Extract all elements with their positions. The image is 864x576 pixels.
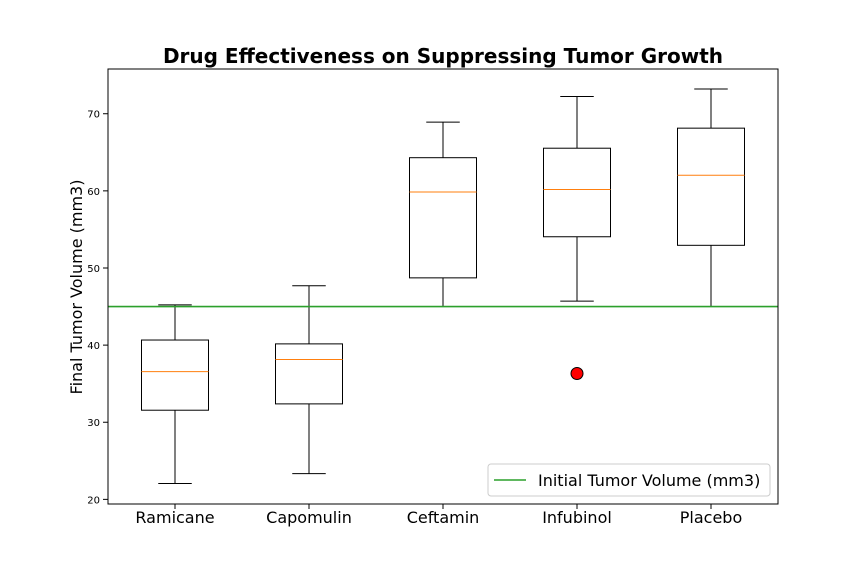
iqr-box xyxy=(543,147,611,238)
x-tick-label: Infubinol xyxy=(542,508,612,527)
chart-title: Drug Effectiveness on Suppressing Tumor … xyxy=(163,44,723,68)
y-tick-label: 50 xyxy=(87,264,100,275)
y-tick-label: 60 xyxy=(87,187,100,198)
y-tick-label: 20 xyxy=(87,495,100,506)
x-tick-label: Placebo xyxy=(680,508,742,527)
legend-box xyxy=(487,463,771,497)
iqr-box xyxy=(409,157,477,279)
axes-frame xyxy=(107,68,779,505)
legend-label: Initial Tumor Volume (mm3) xyxy=(538,471,760,490)
x-tick-label: Capomulin xyxy=(266,508,352,527)
plot-area: 20 30 40 50 60 70 Ramicane Capomulin Ceftamin Inf… xyxy=(87,68,779,527)
y-tick-label: 70 xyxy=(87,110,100,121)
iqr-box xyxy=(677,127,745,246)
x-tick-label: Ramicane xyxy=(135,508,214,527)
iqr-box xyxy=(275,343,343,405)
y-axis-label: Final Tumor Volume (mm3) xyxy=(67,180,86,395)
y-tick-label: 30 xyxy=(87,418,100,429)
x-tick-label: Ceftamin xyxy=(407,508,480,527)
outlier-point xyxy=(570,367,584,380)
y-tick-label: 40 xyxy=(87,341,100,352)
iqr-box xyxy=(141,339,209,411)
